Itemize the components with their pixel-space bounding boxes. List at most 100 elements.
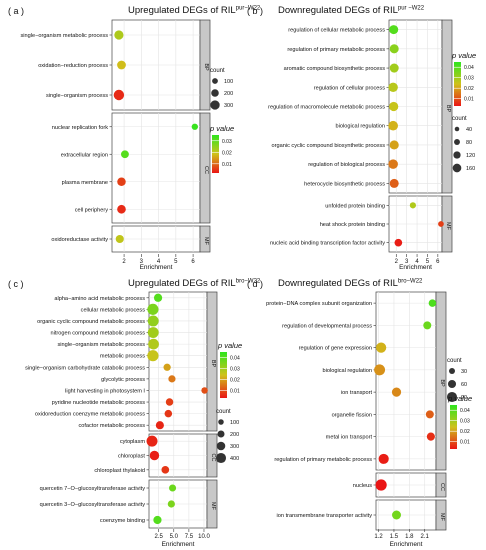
- data-point: [153, 293, 163, 302]
- facet-cc: CC nucleus: [353, 472, 447, 498]
- pvalue-legend: p value 0.04 0.03 0.02 0.01: [217, 341, 242, 398]
- facet-strip-label: MF: [203, 237, 209, 246]
- facet-strip-label: BP: [445, 105, 451, 113]
- x-tick-label: 6: [436, 259, 440, 265]
- data-point: [161, 466, 170, 474]
- pvalue-tick-label: 0.04: [460, 408, 470, 414]
- x-tick-label: 5.0: [170, 534, 179, 540]
- facet-strip: [199, 112, 211, 224]
- facet-strip-label: BP: [439, 379, 445, 387]
- facet-cc: CC cytoplasm chloroplast chloroplast thylak…: [94, 433, 218, 478]
- data-point: [147, 327, 159, 338]
- pvalue-colorbar: [454, 62, 461, 106]
- y-tick-label: oxidoreduction coenzyme metabolic proces…: [35, 412, 145, 418]
- data-point: [388, 120, 398, 131]
- y-tick-label: alpha−amino acid metabolic process: [54, 296, 145, 302]
- pvalue-tick-label: 0.02: [464, 86, 474, 92]
- data-point: [147, 350, 159, 362]
- data-point: [153, 515, 162, 525]
- y-tick-label: regulation of primary metabolic process: [287, 47, 385, 53]
- y-tick-label: light harvesting in photosystem I: [65, 388, 145, 394]
- data-point: [375, 479, 387, 491]
- pvalue-tick-label: 0.01: [222, 162, 232, 168]
- count-legend: count 100 200 300: [210, 68, 233, 110]
- pvalue-tick-label: 0.02: [230, 377, 240, 383]
- pvalue-tick-label: 0.04: [464, 65, 474, 71]
- chart-title: Downregulated DEGs of RILpur −W22: [278, 5, 425, 16]
- facet-strip-label: MF: [210, 502, 216, 511]
- y-tick-label: cytoplasm: [120, 439, 146, 445]
- count-legend-label: 80: [466, 140, 472, 146]
- data-point: [146, 435, 158, 447]
- x-tick-label: 4: [415, 259, 419, 265]
- facet-cc: CC nuclear replication fork extracellular …: [52, 112, 211, 224]
- data-point: [425, 410, 434, 419]
- count-legend-title: count: [447, 358, 462, 364]
- data-point: [147, 315, 159, 327]
- facet-bp: BP protein−DNA complex subunit organizati…: [266, 291, 447, 471]
- chart-title-superscript: bro−W22: [236, 279, 261, 285]
- count-legend-key: [210, 100, 220, 110]
- y-tick-label: single−organism metabolic process: [20, 33, 108, 39]
- panel-c: ( c ) Upregulated DEGs of RILbro−W22 BP alp…: [8, 278, 261, 548]
- chart-title: Upregulated DEGs of RILpur−W22: [128, 5, 261, 16]
- count-legend-label: 60: [461, 382, 467, 388]
- x-tick-label: 6: [191, 259, 195, 265]
- data-point: [388, 82, 398, 92]
- y-tick-label: unfolded protein binding: [325, 203, 385, 209]
- data-point: [409, 202, 417, 209]
- pvalue-colorbar: [450, 405, 457, 449]
- data-point: [389, 140, 399, 150]
- data-point: [394, 238, 403, 247]
- count-legend-key: [218, 419, 224, 425]
- data-point: [115, 234, 124, 244]
- data-point: [117, 204, 126, 214]
- data-point: [389, 63, 399, 73]
- y-tick-label: metabolic process: [100, 354, 145, 360]
- data-point: [163, 363, 171, 371]
- x-tick-label: 7.5: [185, 534, 194, 540]
- x-tick-label: 2.1: [421, 534, 430, 540]
- count-legend-key: [217, 430, 225, 438]
- y-tick-label: nuclear replication fork: [52, 125, 108, 131]
- y-tick-label: chloroplast: [118, 454, 145, 460]
- pvalue-tick-label: 0.04: [230, 355, 240, 361]
- count-legend: count 40 80 120 160: [452, 116, 475, 173]
- count-legend-label: 400: [230, 456, 239, 462]
- y-tick-label: nucleic acid binding transcription facto…: [270, 241, 385, 247]
- y-tick-label: aromatic compound biosynthetic process: [284, 66, 386, 72]
- x-tick-label: 3: [405, 259, 409, 265]
- y-tick-label: extracellular region: [61, 152, 108, 158]
- y-tick-label: ion transmembrane transporter activity: [277, 513, 373, 519]
- data-point: [428, 299, 437, 307]
- y-tick-label: cell periphery: [75, 207, 108, 213]
- x-axis-label: Enrichment: [140, 264, 173, 271]
- panel-label: ( a ): [8, 6, 24, 16]
- pvalue-tick-label: 0.03: [230, 366, 240, 372]
- data-point: [391, 387, 402, 397]
- count-legend-label: 160: [466, 166, 475, 172]
- count-legend-key: [452, 163, 462, 173]
- data-point: [167, 500, 175, 508]
- pvalue-colorbar: [212, 135, 219, 173]
- count-legend-label: 100: [230, 420, 239, 426]
- data-point: [426, 432, 435, 441]
- x-axis-label: Enrichment: [399, 264, 432, 271]
- panel-d: ( d ) Downregulated DEGs of RILbro−W22BPp…: [247, 278, 472, 548]
- x-tick-label: 4: [157, 259, 161, 265]
- data-point: [117, 60, 126, 70]
- y-tick-label: single−organism process: [46, 93, 108, 99]
- facet-strip-label: MF: [445, 222, 451, 231]
- count-legend-label: 300: [230, 444, 239, 450]
- y-tick-label: single−organism metabolic process: [57, 342, 145, 348]
- y-tick-label: organelle fission: [332, 412, 372, 418]
- data-point: [168, 375, 176, 383]
- data-point: [147, 303, 159, 315]
- x-tick-label: 1.5: [390, 534, 399, 540]
- y-tick-label: ion transport: [341, 390, 373, 396]
- x-tick-label: 2: [122, 259, 126, 265]
- y-tick-label: regulation of macromolecule metabolic pr…: [268, 105, 385, 111]
- facet-bp: BP single−organism metabolic process oxida…: [20, 19, 211, 111]
- data-point: [201, 387, 208, 394]
